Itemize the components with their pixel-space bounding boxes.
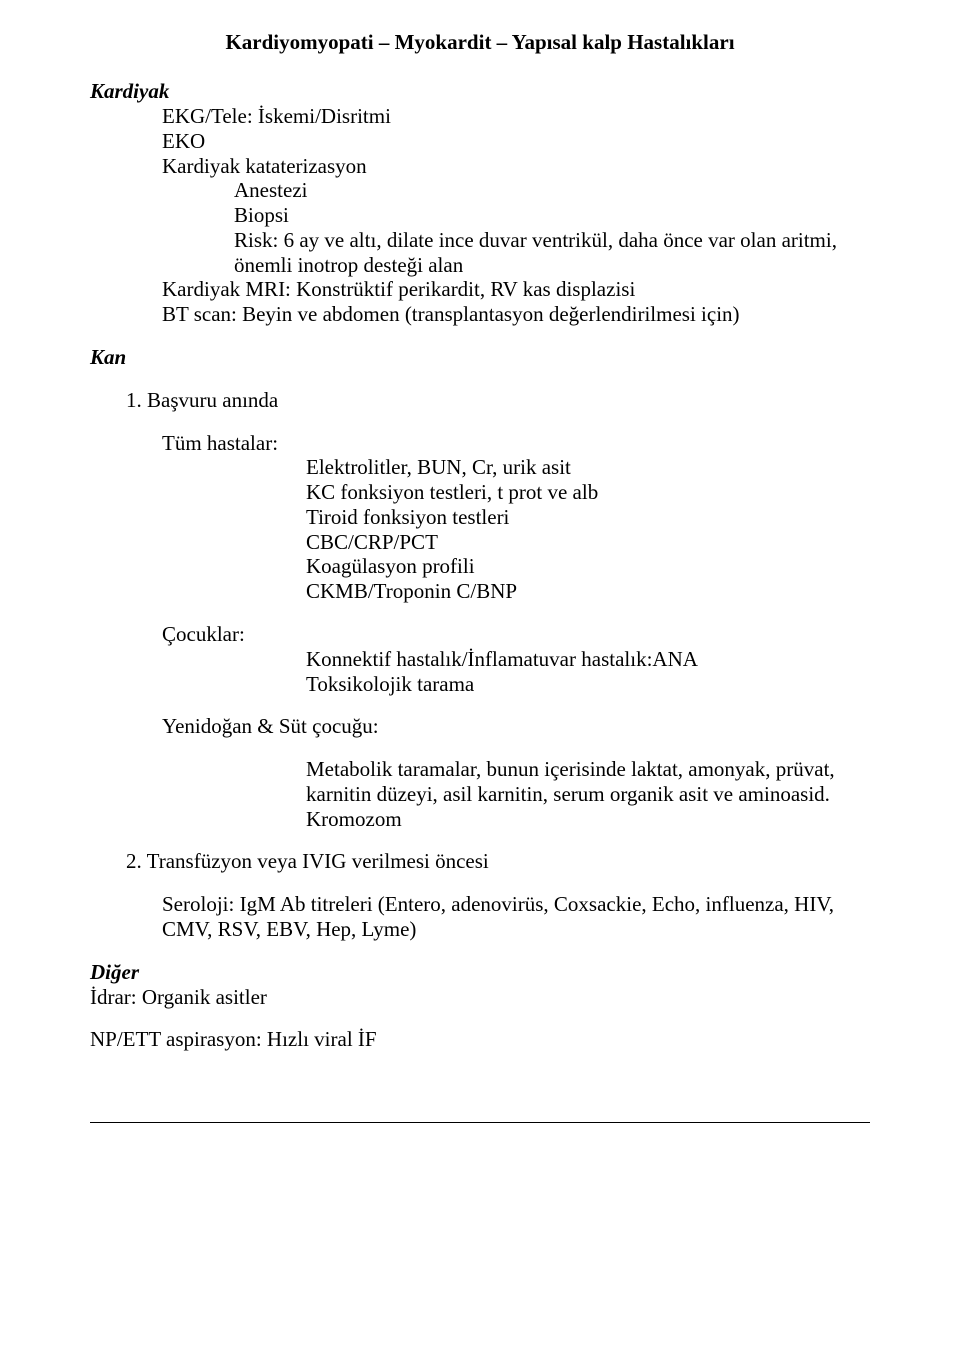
horizontal-rule [90,1122,870,1123]
yenidogan-line-1: Metabolik taramalar, bunun içerisinde la… [306,757,870,807]
tum-line-1: Elektrolitler, BUN, Cr, urik asit [306,455,870,480]
page-title: Kardiyomyopati – Myokardit – Yapısal kal… [90,30,870,55]
kardiyak-ekg: EKG/Tele: İskemi/Disritmi [162,104,870,129]
yenidogan-label: Yenidoğan & Süt çocuğu: [162,714,870,739]
seroloji-line: Seroloji: IgM Ab titreleri (Entero, aden… [162,892,870,942]
tum-line-5: Koagülasyon profili [306,554,870,579]
cocuklar-label: Çocuklar: [162,622,870,647]
section-kardiyak-header: Kardiyak [90,79,870,104]
cocuklar-line-2: Toksikolojik tarama [306,672,870,697]
kardiyak-risk: Risk: 6 ay ve altı, dilate ince duvar ve… [234,228,870,278]
kardiyak-bt: BT scan: Beyin ve abdomen (transplantasy… [162,302,870,327]
cocuklar-line-1: Konnektif hastalık/İnflamatuvar hastalık… [306,647,870,672]
diger-np: NP/ETT aspirasyon: Hızlı viral İF [90,1027,870,1052]
diger-idrar: İdrar: Organik asitler [90,985,870,1010]
tum-line-6: CKMB/Troponin C/BNP [306,579,870,604]
kardiyak-eko: EKO [162,129,870,154]
yenidogan-line-2: Kromozom [306,807,870,832]
kan-item-2: 2. Transfüzyon veya IVIG verilmesi önces… [126,849,870,874]
tum-line-4: CBC/CRP/PCT [306,530,870,555]
kardiyak-biopsi: Biopsi [234,203,870,228]
tum-line-2: KC fonksiyon testleri, t prot ve alb [306,480,870,505]
kardiyak-kataterizasyon: Kardiyak kataterizasyon [162,154,870,179]
section-kan-header: Kan [90,345,870,370]
tum-line-3: Tiroid fonksiyon testleri [306,505,870,530]
section-diger-header: Diğer [90,960,870,985]
kan-item-1: 1. Başvuru anında [126,388,870,413]
tum-hastalar-label: Tüm hastalar: [162,431,870,456]
kardiyak-anestezi: Anestezi [234,178,870,203]
kardiyak-mri: Kardiyak MRI: Konstrüktif perikardit, RV… [162,277,870,302]
